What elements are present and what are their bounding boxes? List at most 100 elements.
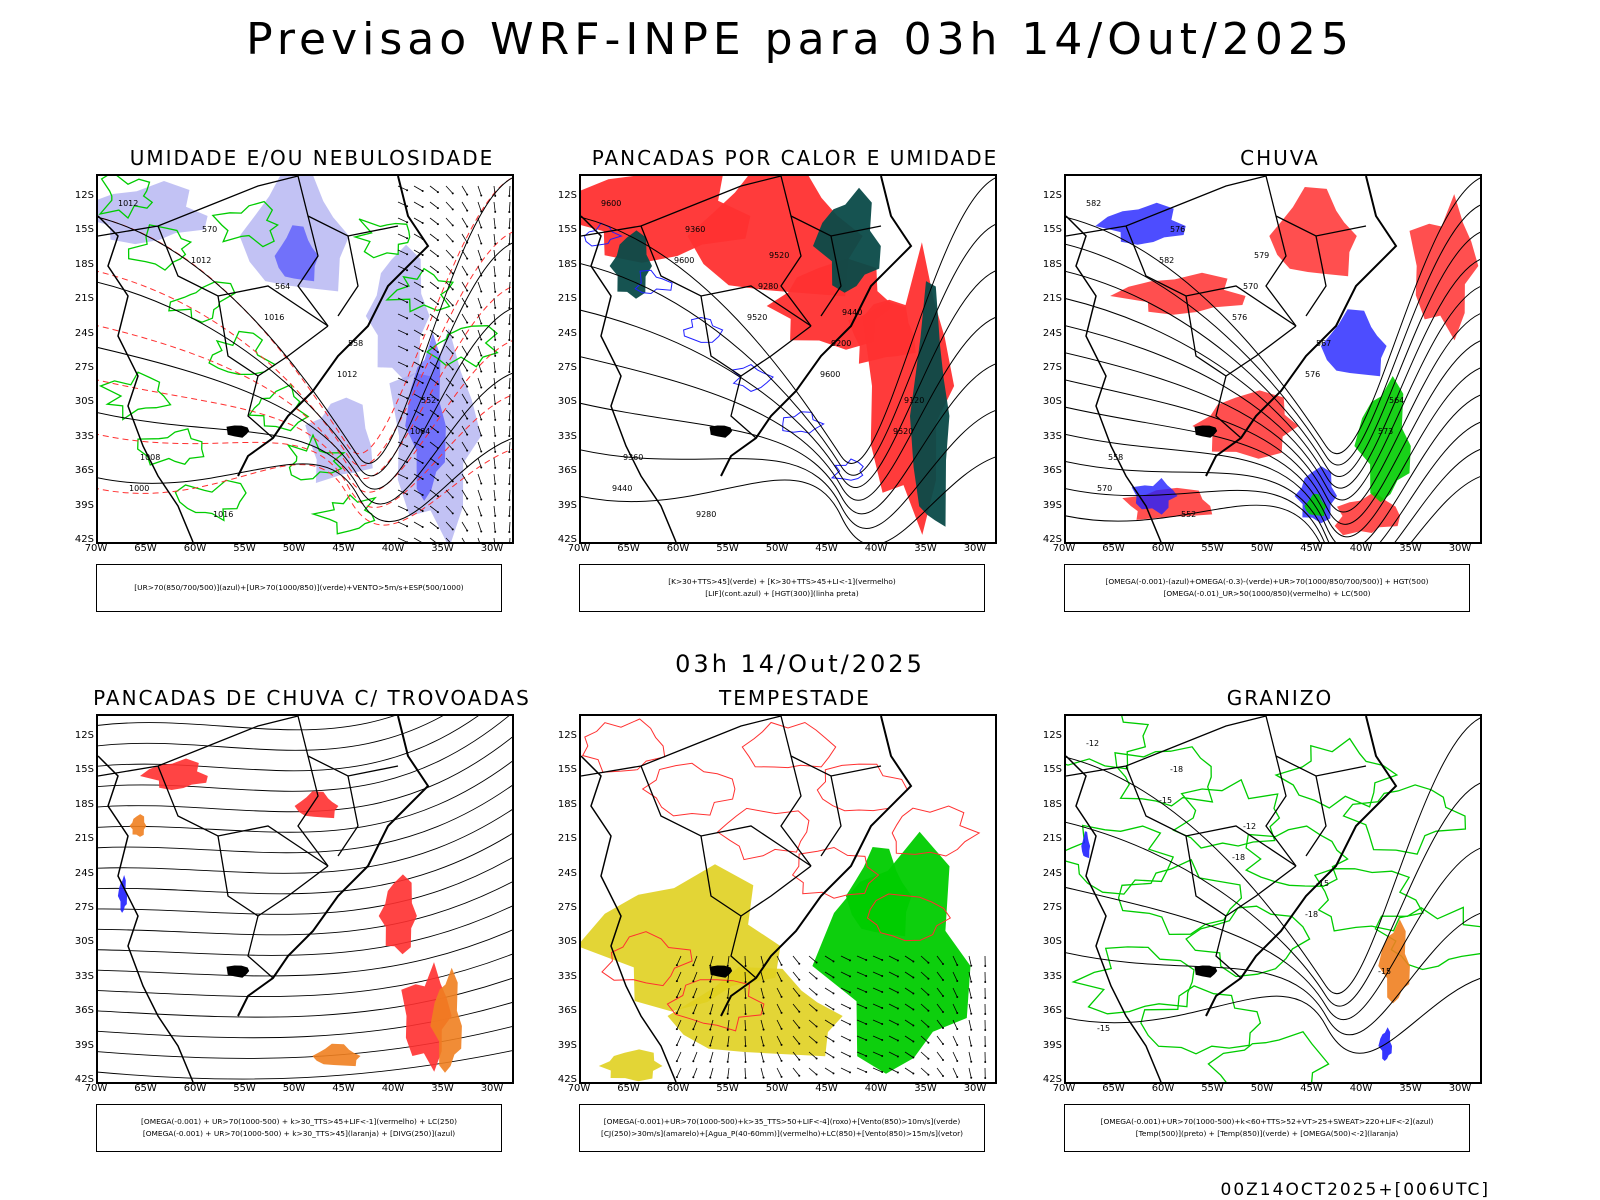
wind-vector (493, 537, 495, 542)
lake (226, 965, 250, 978)
wind-vector (760, 1019, 764, 1030)
wind-vector (406, 509, 409, 512)
humidity-low-levels (174, 479, 247, 522)
wind-vector (776, 1051, 782, 1062)
lat-tick-label: 24S (74, 867, 94, 879)
wind-vector (493, 217, 496, 228)
lat-tick-label: 18S (74, 258, 94, 270)
lat-tick-label: 24S (74, 327, 94, 339)
wind-vector (508, 281, 511, 293)
wind-vector (508, 409, 511, 421)
wind-vector (881, 958, 884, 961)
wind-vector (436, 255, 439, 258)
wind-vector (762, 1076, 765, 1079)
wind-vector (780, 963, 783, 966)
wind-vector (848, 975, 851, 978)
contour-label: 1008 (140, 453, 160, 462)
country-border (1215, 915, 1242, 979)
wind-vector (865, 1038, 868, 1041)
temp850-contour (1207, 1031, 1330, 1082)
instability-green (813, 187, 881, 293)
contour-label: 1016 (213, 510, 233, 519)
wind-vector (436, 191, 439, 194)
contour-label: -15 (1316, 879, 1329, 888)
wind-vector (421, 269, 424, 272)
legend-line: [OMEGA(-0.001)+UR>70(1000-500)+k<60+TTS>… (1100, 1117, 1434, 1126)
wind-vector (726, 1044, 729, 1047)
wind-vector (675, 1028, 678, 1031)
contour-label: 552 (1181, 510, 1196, 519)
wind-vector (429, 265, 439, 273)
wind-vector (832, 976, 835, 979)
lon-tick-label: 45W (1300, 1083, 1323, 1094)
map-canvas (98, 716, 512, 1082)
lat-tick-label: 24S (1042, 327, 1062, 339)
wind-vector (508, 249, 511, 261)
wind-vector (477, 281, 482, 292)
wind-vector (406, 189, 409, 192)
wind-vector (888, 971, 899, 977)
wind-vector (436, 431, 439, 434)
east-coastline (237, 176, 430, 477)
wind-vector (451, 448, 454, 451)
wind-vector (445, 297, 454, 306)
humidity-low-levels (98, 371, 172, 421)
wind-vector (936, 987, 944, 997)
wind-vector (904, 955, 914, 962)
country-border (98, 716, 299, 777)
wind-vector (477, 233, 482, 244)
wind-vector (466, 305, 469, 308)
wind-vector (744, 1076, 747, 1079)
wind-vector (798, 962, 801, 965)
wind-vector (461, 185, 468, 195)
lat-tick-label: 39S (74, 1039, 94, 1051)
wind-vector (970, 1044, 973, 1047)
wind-vector (942, 1058, 945, 1061)
wind-vector (494, 386, 497, 389)
wind-vector (480, 498, 483, 501)
wind-vector (477, 473, 482, 484)
country-border (297, 176, 399, 237)
lat-tick-label: 33S (74, 970, 94, 982)
lon-tick-label: 70W (84, 1083, 108, 1094)
humidity-low-levels (208, 330, 277, 376)
wind-vector (508, 226, 511, 229)
wind-vector (865, 1006, 868, 1009)
wind-vector (436, 239, 439, 242)
rain-blue (1095, 202, 1186, 245)
wind-vector (840, 1035, 851, 1041)
wind-vector (436, 207, 439, 210)
lon-tick-label: 65W (1102, 543, 1125, 554)
west-coastline (581, 215, 677, 542)
wind-vector (436, 319, 439, 322)
country-border (1125, 225, 1297, 327)
rain-red (1409, 194, 1479, 341)
wind-vector (920, 1067, 929, 1076)
wind-vector (970, 1028, 973, 1031)
wind-vector (920, 1003, 929, 1012)
wind-vector (466, 209, 469, 212)
wind-vector (451, 384, 454, 387)
wind-vector (508, 306, 511, 309)
contour-label: 558 (348, 339, 363, 348)
wind-vector (451, 288, 454, 291)
lat-tick-label: 27S (557, 902, 577, 913)
wind-vector (508, 265, 511, 277)
wind-vector (692, 964, 695, 967)
lon-tick-label: 35W (914, 1083, 937, 1094)
wind-vector (984, 996, 987, 999)
east-coastline (720, 716, 913, 1017)
wind-vector (461, 329, 468, 339)
streamline (98, 716, 510, 792)
wind-vector (968, 1051, 972, 1062)
wind-vector (413, 217, 423, 224)
wind-vector (451, 432, 454, 435)
wind-vector (406, 349, 409, 352)
wind-vector (798, 978, 801, 981)
country-border (780, 176, 882, 237)
wind-vector (692, 987, 698, 998)
precip-water-contour (816, 763, 909, 812)
wind-vector (421, 509, 424, 512)
wind-vector (494, 354, 497, 357)
wind-vector (508, 434, 511, 437)
